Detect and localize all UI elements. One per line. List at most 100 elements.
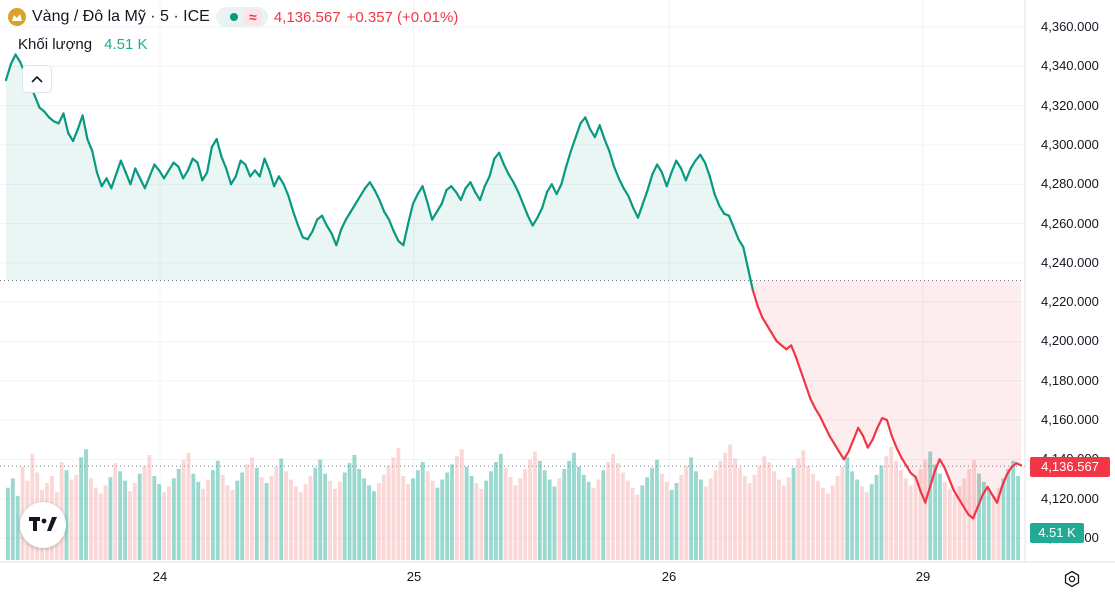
price-point bbox=[149, 175, 151, 177]
volume-bar bbox=[498, 453, 503, 560]
collapse-legend-button[interactable] bbox=[22, 65, 52, 93]
price-segment bbox=[258, 157, 266, 178]
price-segment bbox=[411, 192, 419, 205]
price-point bbox=[172, 162, 175, 164]
price-point bbox=[704, 162, 706, 164]
volume-bar bbox=[655, 459, 659, 560]
price-point bbox=[278, 175, 280, 177]
volume-bar bbox=[733, 458, 737, 560]
price-segment bbox=[804, 383, 812, 400]
price-point bbox=[417, 193, 419, 195]
volume-bars bbox=[6, 444, 1020, 560]
price-segment bbox=[818, 415, 826, 428]
price-segment bbox=[129, 167, 137, 186]
price-point bbox=[742, 246, 744, 248]
volume-bar bbox=[1001, 478, 1006, 560]
price-segment bbox=[914, 475, 922, 492]
price-segment bbox=[995, 485, 1003, 504]
price-point bbox=[287, 195, 290, 197]
volume-bar bbox=[425, 471, 430, 560]
market-status[interactable]: ≈ bbox=[215, 7, 268, 27]
volume-bar bbox=[1011, 460, 1016, 560]
price-point bbox=[934, 470, 936, 472]
volume-bar bbox=[825, 493, 830, 560]
symbol-title[interactable]: Vàng / Đô la Mỹ · 5 · ICE bbox=[32, 8, 210, 25]
volume-bar bbox=[186, 452, 191, 560]
volume-bar bbox=[386, 465, 391, 560]
volume-label[interactable]: Khối lượng bbox=[18, 36, 93, 53]
last-price-tag: 4,136.567 bbox=[1030, 457, 1110, 477]
price-segment bbox=[349, 202, 357, 213]
price-segment bbox=[948, 477, 956, 492]
price-point bbox=[340, 228, 342, 231]
volume-bar bbox=[533, 451, 537, 560]
price-segment bbox=[344, 210, 352, 221]
price-segment bbox=[742, 246, 750, 270]
volume-bar bbox=[986, 488, 991, 560]
price-point bbox=[268, 169, 270, 172]
volume-bar bbox=[64, 470, 69, 560]
volume-bar bbox=[694, 471, 698, 560]
price-point bbox=[924, 502, 926, 504]
volume-bar bbox=[15, 495, 20, 560]
volume-bar bbox=[820, 487, 825, 560]
price-segment bbox=[263, 157, 271, 172]
price-segment bbox=[962, 505, 970, 516]
price-point bbox=[575, 136, 577, 138]
legend-change: +0.357 (+0.01%) bbox=[346, 8, 459, 26]
price-point bbox=[302, 236, 304, 238]
price-point bbox=[857, 427, 859, 429]
price-point bbox=[249, 175, 251, 177]
price-segment bbox=[679, 167, 687, 182]
price-point bbox=[96, 171, 98, 174]
settings-gear-icon[interactable] bbox=[1062, 569, 1082, 589]
price-segment bbox=[656, 163, 664, 174]
volume-bar bbox=[962, 478, 967, 560]
volume-bar bbox=[674, 483, 679, 560]
price-segment bbox=[847, 438, 855, 453]
volume-bar bbox=[152, 476, 157, 560]
price-point bbox=[34, 95, 36, 97]
volume-bar bbox=[576, 466, 581, 560]
price-point bbox=[43, 110, 45, 113]
price-segment bbox=[311, 218, 319, 233]
price-segment bbox=[885, 418, 893, 437]
price-point bbox=[484, 185, 486, 187]
price-point bbox=[680, 167, 682, 170]
chevron-up-icon bbox=[31, 75, 43, 83]
price-segment bbox=[981, 485, 989, 496]
volume-bar bbox=[337, 481, 342, 560]
price-segment bbox=[991, 493, 999, 504]
price-point bbox=[771, 333, 773, 335]
price-point bbox=[335, 244, 337, 246]
price-segment bbox=[751, 289, 759, 308]
price-segment bbox=[363, 181, 371, 190]
volume-bar bbox=[464, 466, 469, 560]
price-segment bbox=[507, 173, 515, 184]
volume-bar bbox=[528, 459, 533, 560]
price-segment bbox=[517, 190, 525, 205]
area-below-baseline bbox=[6, 280, 1021, 519]
price-segment bbox=[761, 316, 769, 327]
price-segment bbox=[378, 198, 386, 213]
price-segment bbox=[895, 446, 903, 459]
volume-bar bbox=[933, 464, 938, 560]
price-segment bbox=[105, 177, 113, 190]
price-point bbox=[397, 240, 400, 242]
price-segment bbox=[335, 228, 343, 247]
price-point bbox=[5, 79, 7, 81]
price-segment bbox=[182, 169, 190, 180]
volume-bar bbox=[567, 460, 572, 560]
price-point bbox=[733, 226, 735, 229]
tradingview-logo-icon[interactable] bbox=[20, 502, 66, 548]
last-volume-tag: 4.51 K bbox=[1030, 523, 1084, 543]
y-tick-label: 4,180.000 bbox=[1041, 372, 1099, 388]
price-point bbox=[488, 175, 491, 177]
price-point bbox=[919, 490, 922, 492]
volume-bar bbox=[630, 487, 635, 560]
price-segment bbox=[521, 202, 529, 217]
price-point bbox=[915, 476, 917, 478]
price-segment bbox=[95, 171, 103, 188]
price-point bbox=[354, 203, 357, 205]
